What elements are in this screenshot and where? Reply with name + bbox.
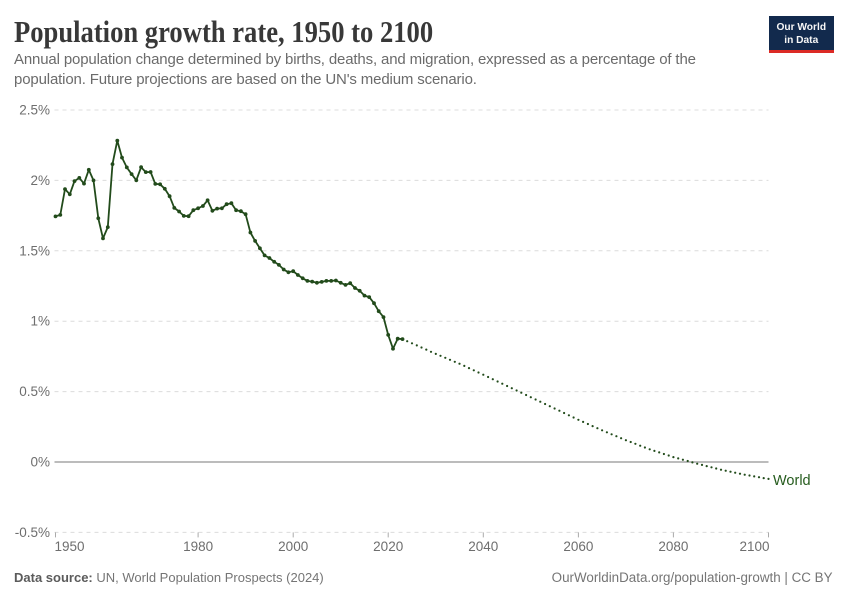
- svg-text:2020: 2020: [373, 539, 403, 554]
- svg-text:2000: 2000: [278, 539, 308, 554]
- svg-text:-0.5%: -0.5%: [15, 525, 50, 540]
- svg-text:1%: 1%: [30, 314, 50, 329]
- svg-text:1.5%: 1.5%: [19, 243, 50, 258]
- svg-text:0.5%: 0.5%: [19, 384, 50, 399]
- svg-text:2.5%: 2.5%: [19, 103, 50, 118]
- svg-text:2060: 2060: [563, 539, 593, 554]
- svg-text:2080: 2080: [658, 539, 688, 554]
- svg-text:1980: 1980: [183, 539, 213, 554]
- svg-text:2040: 2040: [468, 539, 498, 554]
- svg-text:World: World: [773, 473, 811, 489]
- svg-text:1950: 1950: [55, 539, 85, 554]
- svg-text:2%: 2%: [30, 173, 50, 188]
- svg-text:0%: 0%: [30, 455, 50, 470]
- svg-text:2100: 2100: [739, 539, 769, 554]
